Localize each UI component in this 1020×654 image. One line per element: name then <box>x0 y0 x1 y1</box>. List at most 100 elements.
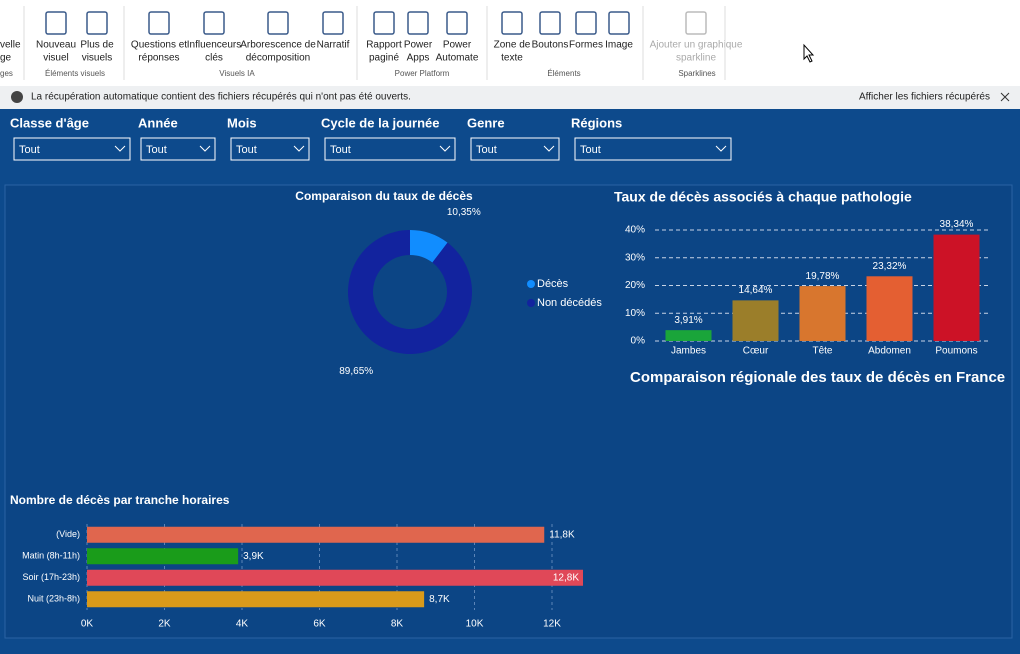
button-label[interactable]: Rapport <box>366 40 402 51</box>
map-title: Comparaison régionale des taux de décès … <box>630 369 1005 386</box>
slicer-box[interactable] <box>13 137 131 161</box>
button-label[interactable]: paginé <box>369 53 399 64</box>
button-label[interactable]: Arborescence de <box>240 40 316 51</box>
slicer-box[interactable] <box>324 137 456 161</box>
y-tick-label: 0% <box>631 336 646 347</box>
slicer-value: Tout <box>580 144 601 156</box>
data-label: 19,78% <box>806 271 840 282</box>
button-icon <box>575 11 597 35</box>
x-tick-label: 6K <box>313 619 326 630</box>
chart-title: Taux de décès associés à chaque patholog… <box>614 189 912 205</box>
x-tick-label: Abdomen <box>868 346 911 357</box>
button-label[interactable]: ge <box>0 53 12 64</box>
y-tick-label: Matin (8h-11h) <box>22 551 80 561</box>
data-label: 23,32% <box>873 261 907 272</box>
ribbon <box>0 0 1020 86</box>
data-label: 10,35% <box>447 207 481 218</box>
x-tick-label: Tête <box>812 346 832 357</box>
group-label: Visuels IA <box>219 69 255 78</box>
button-label[interactable]: Nouveau <box>36 40 76 51</box>
legend-label: Non décédés <box>537 297 602 309</box>
group-label: ges <box>0 69 13 78</box>
chart-title: Comparaison du taux de décès <box>295 189 473 203</box>
button-icon <box>501 11 523 35</box>
button-label: Ajouter un graphique <box>650 40 743 51</box>
slicer-box[interactable] <box>470 137 560 161</box>
donut-slice <box>410 230 448 263</box>
x-tick-label: Cœur <box>743 346 769 357</box>
notification-action[interactable]: Afficher les fichiers récupérés <box>859 92 990 103</box>
slicer-title: Genre <box>467 115 505 130</box>
x-tick-label: Jambes <box>671 346 706 357</box>
y-tick-label: 20% <box>625 280 645 291</box>
slicer-title: Cycle de la journée <box>321 115 440 130</box>
button-label[interactable]: Apps <box>407 53 430 64</box>
slicer-value: Tout <box>236 144 257 156</box>
data-label: 38,34% <box>940 219 974 230</box>
y-tick-label: Soir (17h-23h) <box>22 572 80 582</box>
notification-message: La récupération automatique contient des… <box>31 92 411 103</box>
notification-bar <box>0 86 1020 109</box>
group-label: Sparklines <box>678 69 715 78</box>
y-tick-label: 40% <box>625 225 645 236</box>
button-label[interactable]: Power <box>404 40 433 51</box>
bar <box>933 234 980 341</box>
data-label: 3,9K <box>243 551 264 562</box>
slicer-box[interactable] <box>230 137 310 161</box>
button-label[interactable]: réponses <box>138 53 179 64</box>
slicer-title: Mois <box>227 115 257 130</box>
button-icon <box>407 11 429 35</box>
chevron <box>543 145 555 152</box>
bar <box>87 548 239 565</box>
button-label[interactable]: Influenceurs <box>187 40 241 51</box>
slicer-value: Tout <box>330 144 351 156</box>
slicer-title: Régions <box>571 115 622 130</box>
donut-slice <box>347 229 472 354</box>
button-label[interactable]: texte <box>501 53 523 64</box>
group-label: Power Platform <box>395 69 450 78</box>
button-icon <box>322 11 344 35</box>
slicer-box[interactable] <box>574 137 732 161</box>
button-icon <box>148 11 170 35</box>
button-label[interactable]: Questions et <box>131 40 187 51</box>
button-icon <box>86 11 108 35</box>
slicer-box[interactable] <box>140 137 216 161</box>
button-label[interactable]: Automate <box>436 53 479 64</box>
slicer-title: Classe d'âge <box>10 115 89 130</box>
button-label[interactable]: Image <box>605 40 633 51</box>
chart-title: Nombre de décès par tranche horaires <box>10 493 230 507</box>
button-label[interactable]: clés <box>205 53 223 64</box>
button-label[interactable]: Narratif <box>317 40 350 51</box>
bar <box>665 330 712 341</box>
button-icon <box>267 11 289 35</box>
x-tick-label: 12K <box>543 619 561 630</box>
button-label: sparkline <box>676 53 716 64</box>
button-label[interactable]: Zone de <box>494 40 531 51</box>
button-label[interactable]: velle <box>0 40 21 51</box>
button-label[interactable]: Boutons <box>532 40 569 51</box>
x-tick-label: 10K <box>466 619 484 630</box>
bar <box>866 276 913 341</box>
button-icon <box>45 11 67 35</box>
button-label[interactable]: visuel <box>43 53 69 64</box>
button-icon <box>539 11 561 35</box>
bar <box>87 526 545 543</box>
bar <box>799 286 846 341</box>
slicer-title: Année <box>138 115 178 130</box>
button-label[interactable]: décomposition <box>246 53 310 64</box>
button-label[interactable]: Power <box>443 40 472 51</box>
data-label: 11,8K <box>549 529 575 540</box>
info-icon <box>11 91 23 103</box>
legend-swatch <box>527 280 535 288</box>
data-label: 89,65% <box>339 366 373 377</box>
button-label[interactable]: Plus de <box>80 40 114 51</box>
button-label[interactable]: Formes <box>569 40 603 51</box>
bar <box>732 300 779 341</box>
legend-label: Décès <box>537 278 569 290</box>
button-icon <box>203 11 225 35</box>
group-label: Éléments <box>547 69 580 78</box>
close-icon[interactable] <box>1000 92 1010 102</box>
chevron <box>293 145 305 152</box>
chevron <box>114 145 126 152</box>
button-label[interactable]: visuels <box>82 53 113 64</box>
